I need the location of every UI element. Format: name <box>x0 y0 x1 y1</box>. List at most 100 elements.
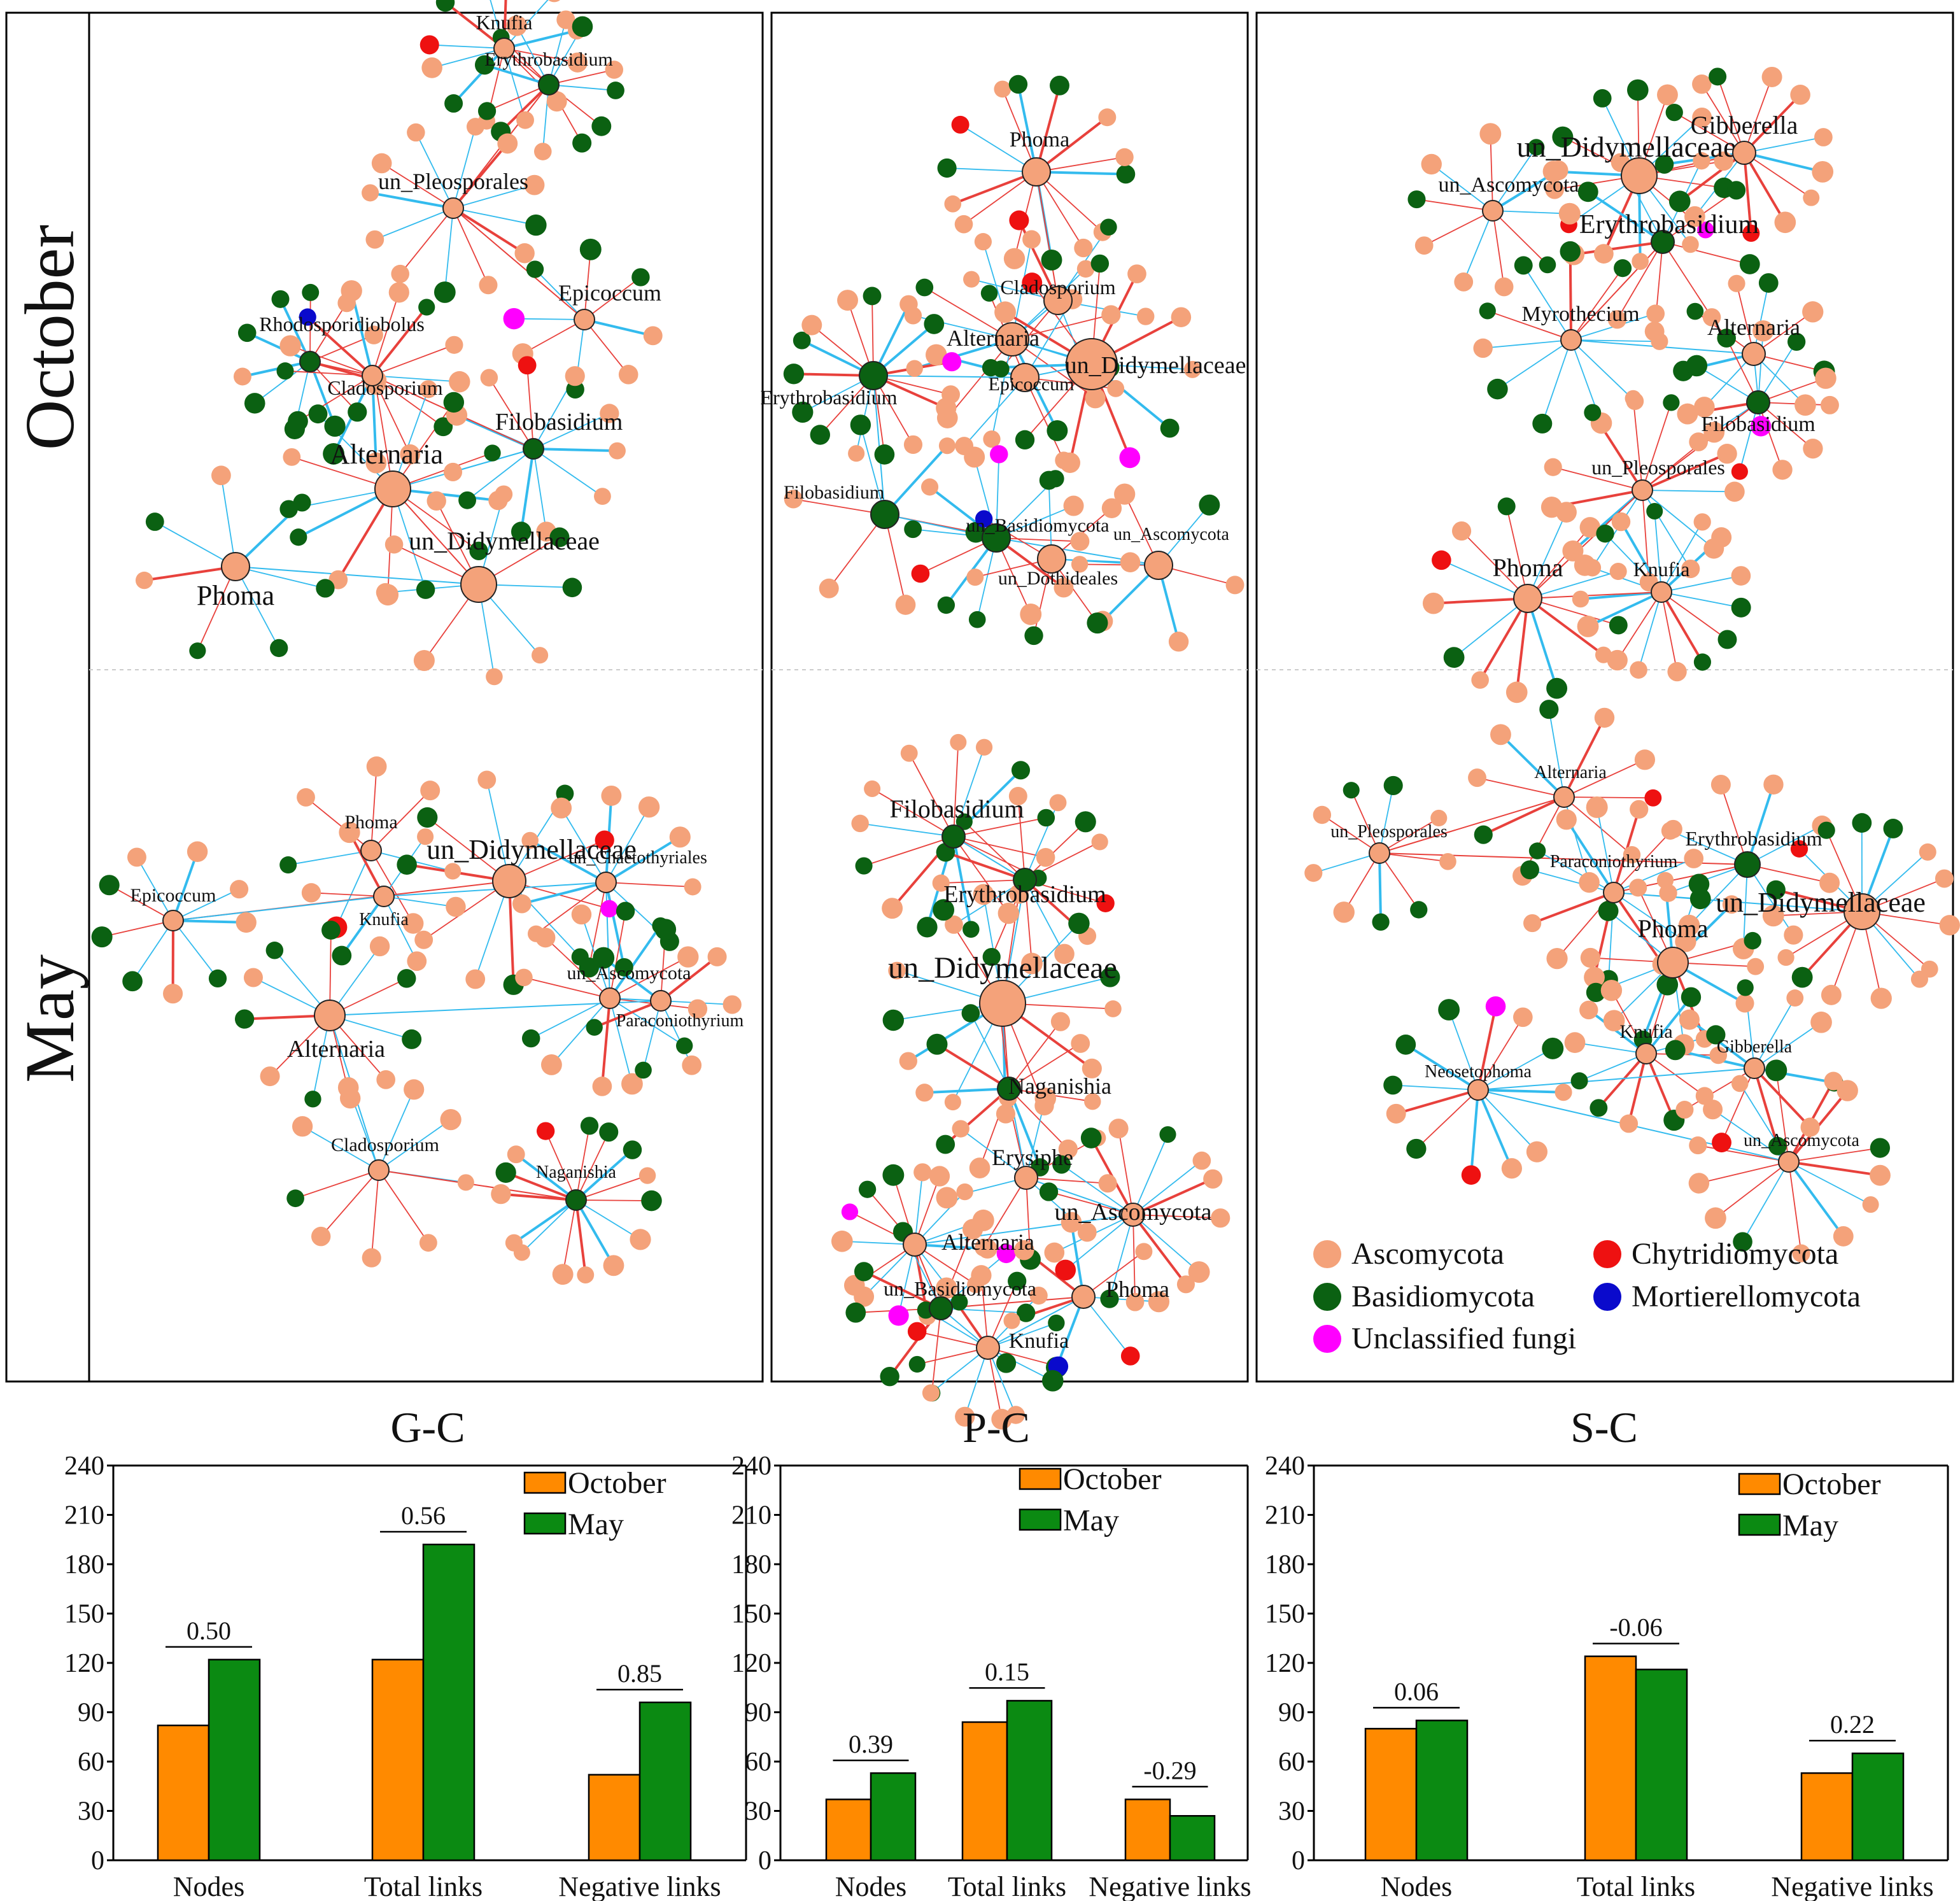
network-node <box>1071 1034 1090 1053</box>
network-node <box>1022 272 1043 293</box>
network-node <box>571 904 592 925</box>
network-node <box>1545 180 1564 199</box>
negative-link <box>1788 1161 1802 1254</box>
hub-node <box>1635 1043 1657 1064</box>
network-node <box>1768 1136 1787 1155</box>
negative-link <box>936 1043 1010 1090</box>
positive-link <box>947 167 1037 173</box>
negative-link <box>931 1308 941 1394</box>
network-node <box>906 360 923 377</box>
network-node <box>1049 794 1067 812</box>
network-node <box>1611 512 1631 532</box>
hub-label: un_Basidiomycota <box>966 515 1110 536</box>
y-tick-label: 90 <box>745 1699 772 1728</box>
network-node <box>458 491 476 509</box>
network-node <box>1107 379 1125 397</box>
network-node <box>420 781 441 801</box>
network-node <box>1703 1099 1723 1120</box>
network-node <box>376 1070 396 1089</box>
y-tick-label: 60 <box>1278 1748 1305 1777</box>
hub-label: un_Pleosporales <box>1591 456 1725 479</box>
G-C-May-network: Phoma un_Didymellaceae Epicoccum Knufia un_C… <box>91 756 744 1285</box>
network-node <box>1225 576 1244 595</box>
bar-october <box>157 1724 210 1862</box>
network-node <box>260 1066 280 1087</box>
negative-link <box>1720 784 1748 865</box>
network-node <box>996 1243 1016 1264</box>
network-node <box>874 444 895 465</box>
network-node <box>882 898 903 919</box>
network-node <box>1596 525 1614 543</box>
network-node <box>933 899 955 921</box>
annotation-label: 0.50 <box>187 1616 231 1645</box>
network-node <box>339 821 360 844</box>
network-node <box>365 230 384 249</box>
hub-node <box>1144 551 1173 580</box>
negative-link <box>871 788 954 837</box>
hub-link <box>1527 490 1643 599</box>
network-node <box>311 1226 331 1247</box>
negative-link <box>488 377 534 449</box>
network-node <box>1039 470 1059 490</box>
hub-label: Alternaria <box>1534 763 1607 782</box>
network-node <box>1600 979 1623 1001</box>
network-node <box>1487 378 1508 400</box>
hub-node <box>941 824 966 849</box>
hub-label: Alternaria <box>941 1229 1034 1255</box>
negative-link <box>953 817 1047 837</box>
negative-link <box>1715 1161 1789 1219</box>
network-node <box>593 488 611 505</box>
negative-link <box>505 1171 577 1201</box>
positive-link <box>1613 858 1695 893</box>
positive-link <box>154 521 236 567</box>
network-node <box>1098 1174 1117 1193</box>
network-node <box>938 437 956 455</box>
hub-node <box>1467 1079 1489 1101</box>
network-node <box>1678 914 1700 936</box>
positive-link <box>374 208 454 241</box>
network-node <box>1414 236 1434 255</box>
network-node <box>443 462 463 481</box>
positive-link <box>529 839 607 884</box>
network-node <box>586 1019 603 1036</box>
network-node <box>1812 161 1834 183</box>
network-node <box>888 961 906 980</box>
negative-link <box>1036 157 1125 173</box>
network-node <box>417 807 438 828</box>
y-tick-label: 60 <box>78 1748 104 1777</box>
positive-link <box>1642 490 1714 549</box>
network-node <box>630 1229 651 1250</box>
network-node <box>474 55 495 75</box>
positive-link <box>1132 1214 1200 1273</box>
network-node <box>1513 1007 1533 1028</box>
network-node <box>230 880 249 899</box>
network-node <box>279 335 301 357</box>
network-node <box>907 1322 927 1341</box>
annotation-label: 0.06 <box>1394 1677 1439 1706</box>
network-node <box>551 797 572 819</box>
positive-link <box>474 880 510 980</box>
network-node <box>1742 224 1760 242</box>
hub-node <box>1734 851 1761 878</box>
negative-link <box>523 977 610 999</box>
negative-link <box>1721 1068 1755 1143</box>
positive-link <box>1574 1042 1647 1054</box>
hub-label: Knufia <box>359 910 409 929</box>
positive-link <box>970 1013 1010 1089</box>
network-node <box>1372 913 1390 931</box>
network-node <box>1556 809 1577 830</box>
network-node <box>595 830 614 850</box>
positive-link <box>378 1089 415 1171</box>
negative-link <box>1642 402 1672 491</box>
positive-link <box>551 998 610 1066</box>
hub-link <box>987 1296 1084 1348</box>
positive-link <box>521 881 607 905</box>
network-node <box>1598 901 1619 921</box>
network-node <box>1703 421 1725 443</box>
network-node <box>1562 540 1584 562</box>
negative-link <box>953 836 1010 914</box>
hub-label: Filobasidium <box>784 482 884 503</box>
network-node <box>1044 1242 1065 1263</box>
network-node <box>1607 649 1628 671</box>
hub-link <box>392 448 534 490</box>
